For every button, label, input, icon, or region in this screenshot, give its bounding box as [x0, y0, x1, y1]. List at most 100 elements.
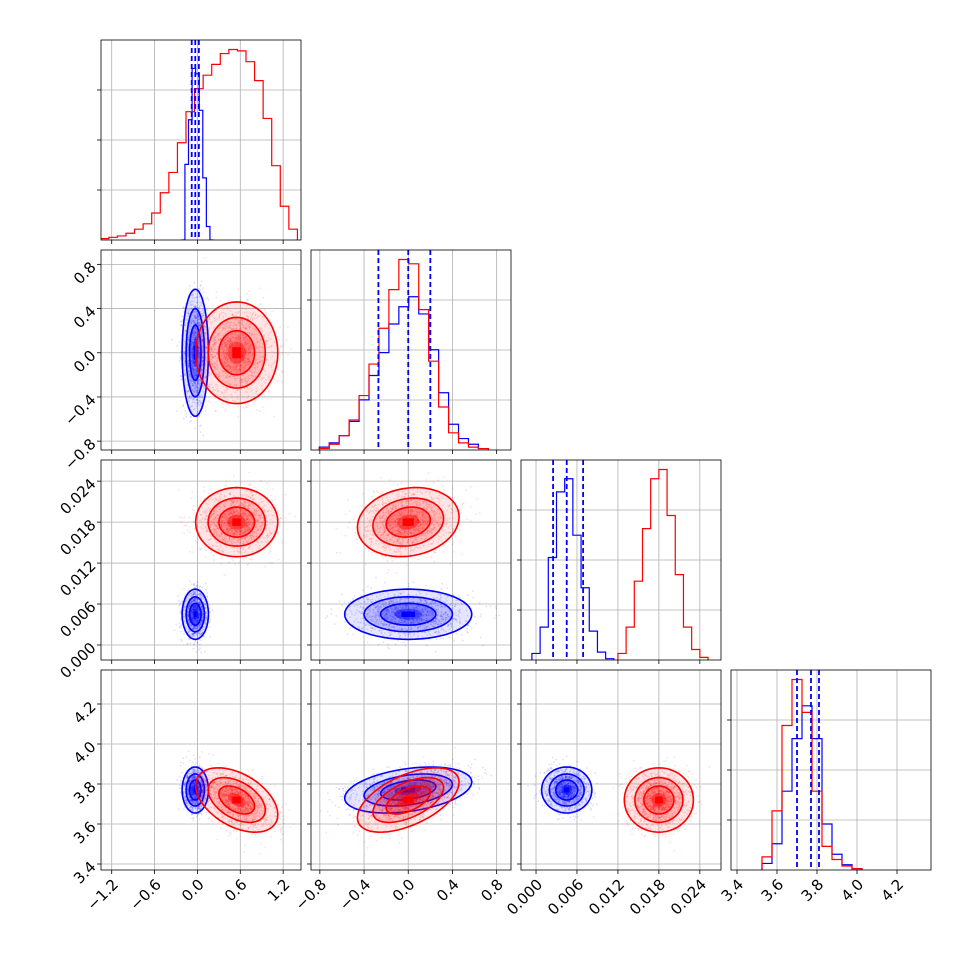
scatter-point	[196, 321, 199, 324]
scatter-point	[241, 353, 243, 355]
scatter-point	[196, 351, 199, 353]
scatter-point	[194, 386, 197, 389]
scatter-point	[232, 327, 235, 330]
scatter-point	[243, 344, 246, 346]
scatter-point	[190, 342, 193, 345]
scatter-point	[216, 394, 219, 396]
scatter-point	[196, 389, 199, 392]
scatter-point	[186, 392, 189, 394]
scatter-point	[195, 390, 198, 393]
scatter-point	[195, 412, 198, 415]
scatter-point	[244, 326, 247, 329]
scatter-point	[194, 334, 196, 337]
scatter-point	[264, 340, 267, 343]
scatter-point	[197, 354, 200, 357]
scatter-point	[204, 337, 207, 340]
scatter-point	[189, 301, 192, 304]
scatter-point	[254, 328, 256, 330]
scatter-point	[232, 365, 235, 368]
scatter-point	[191, 341, 194, 344]
scatter-point	[201, 339, 204, 342]
scatter-point	[196, 316, 199, 319]
scatter-point	[229, 346, 232, 349]
scatter-point	[262, 296, 265, 299]
scatter-point	[201, 345, 204, 347]
scatter-point	[231, 336, 234, 339]
scatter-point	[235, 368, 238, 370]
scatter-point	[236, 365, 239, 368]
scatter-point	[192, 374, 195, 377]
scatter-point	[194, 331, 197, 333]
scatter-point	[193, 362, 196, 365]
scatter-point	[228, 561, 231, 564]
scatter-point	[202, 385, 204, 387]
scatter-point	[197, 360, 200, 363]
scatter-point	[189, 325, 191, 328]
scatter-point	[255, 342, 258, 345]
scatter-point	[240, 364, 243, 366]
scatter-point	[252, 363, 255, 366]
scatter-point	[201, 368, 203, 371]
scatter-point	[193, 361, 196, 363]
scatter-point	[267, 334, 270, 337]
scatter-point	[244, 377, 247, 380]
scatter-point	[193, 338, 196, 341]
scatter-point	[230, 349, 233, 351]
scatter-point	[246, 339, 249, 342]
scatter-point	[188, 309, 191, 311]
scatter-point	[255, 337, 258, 339]
scatter-point	[193, 642, 196, 645]
scatter-point	[244, 360, 246, 362]
scatter-point	[244, 351, 247, 353]
scatter-point	[238, 334, 241, 337]
scatter-point	[192, 319, 195, 322]
scatter-point	[187, 338, 190, 341]
scatter-point	[200, 335, 203, 338]
scatter-point	[200, 339, 203, 342]
scatter-point	[203, 376, 206, 378]
scatter-point	[218, 374, 221, 376]
scatter-point	[197, 325, 200, 327]
scatter-point	[214, 355, 216, 358]
scatter-point	[180, 378, 183, 381]
scatter-point	[242, 361, 245, 364]
scatter-point	[191, 353, 194, 355]
scatter-point	[198, 324, 201, 327]
scatter-point	[218, 313, 221, 316]
scatter-point	[253, 317, 256, 320]
scatter-point	[201, 316, 204, 319]
scatter-point	[263, 394, 266, 397]
scatter-point	[202, 287, 205, 290]
scatter-point	[226, 339, 229, 342]
scatter-point	[201, 360, 204, 362]
scatter-point	[249, 557, 252, 560]
scatter-point	[239, 482, 242, 485]
scatter-point	[179, 603, 182, 605]
scatter-point	[269, 547, 272, 550]
scatter-point	[226, 349, 229, 352]
scatter-point	[227, 346, 230, 349]
scatter-point	[282, 344, 285, 347]
scatter-point	[232, 369, 235, 372]
scatter-point	[225, 345, 228, 348]
scatter-point	[205, 549, 208, 552]
scatter-point	[194, 361, 196, 363]
scatter-point	[261, 377, 263, 380]
scatter-point	[278, 339, 280, 341]
scatter-point	[186, 343, 189, 346]
scatter-point	[247, 374, 250, 376]
scatter-point	[222, 334, 225, 337]
scatter-point	[258, 357, 260, 360]
scatter-point	[187, 389, 190, 392]
scatter-point	[191, 320, 194, 323]
scatter-point	[216, 305, 219, 307]
scatter-point	[193, 370, 195, 373]
scatter-point	[183, 532, 186, 534]
scatter-point	[210, 363, 213, 365]
scatter-point	[192, 362, 195, 364]
scatter-point	[213, 337, 216, 340]
scatter-point	[194, 321, 197, 324]
scatter-point	[234, 338, 237, 340]
scatter-point	[178, 341, 181, 344]
scatter-point	[187, 390, 190, 392]
